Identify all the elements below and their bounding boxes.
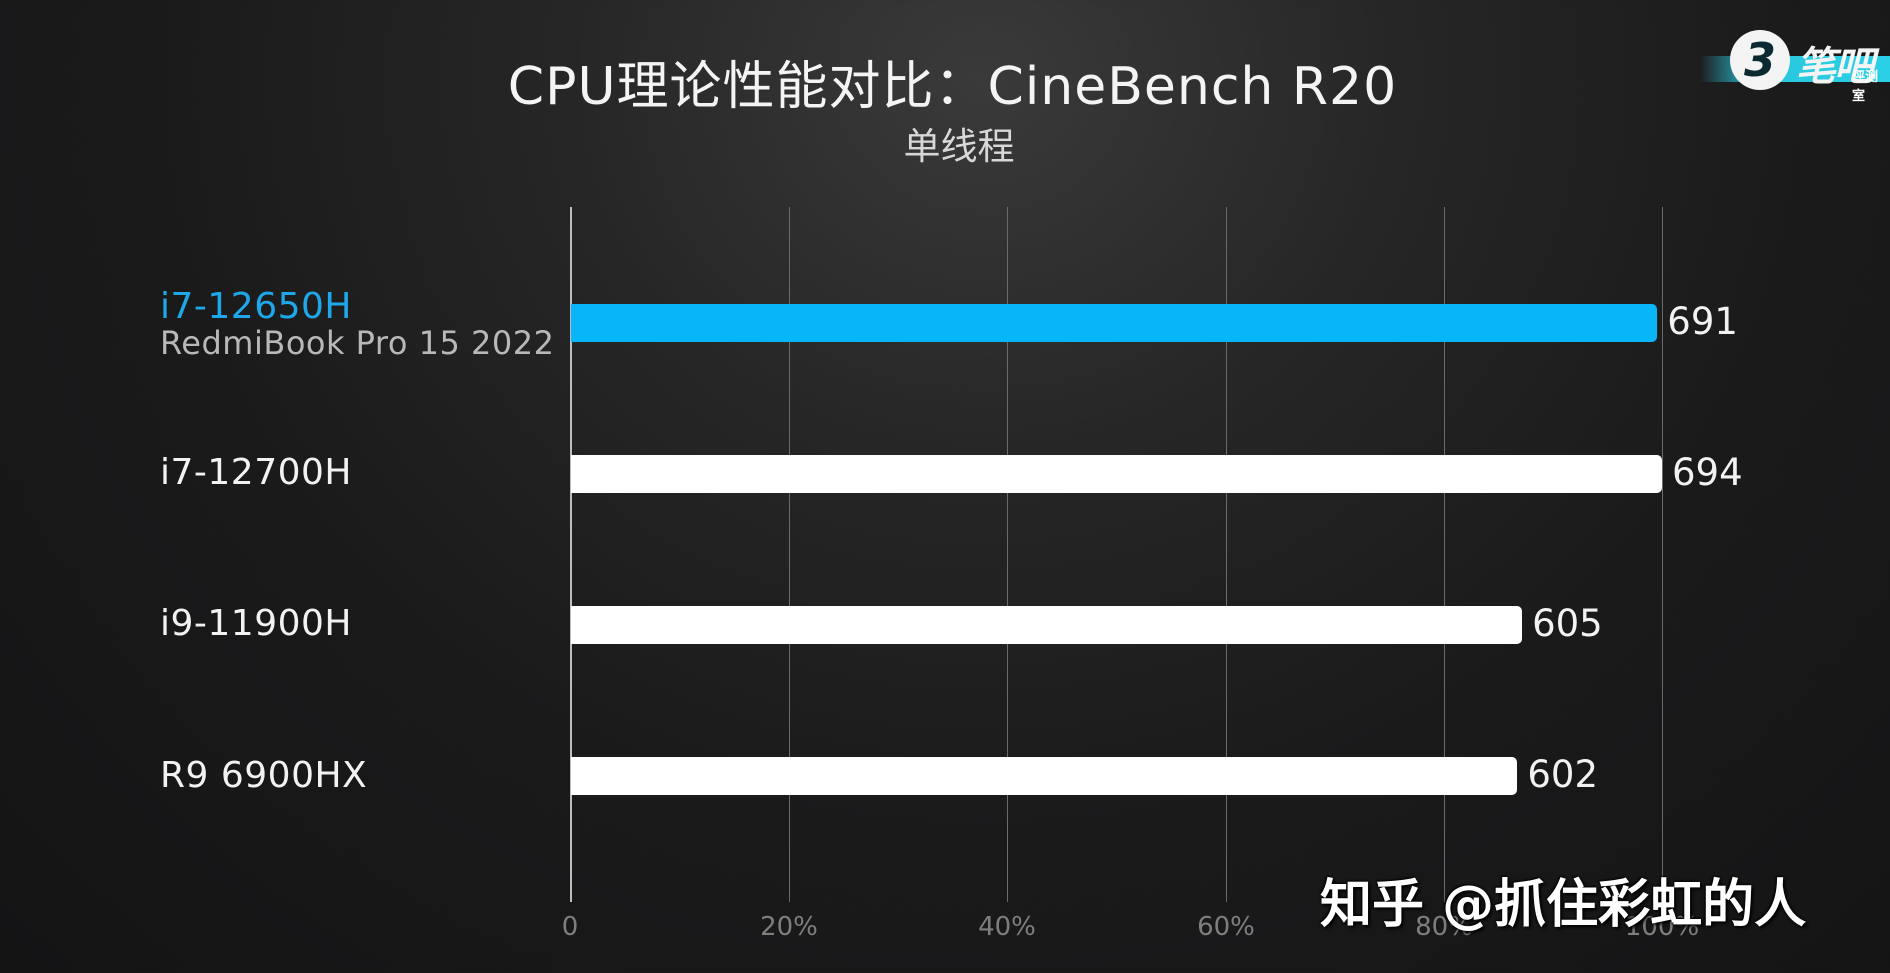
category-label: i7-12700H (160, 452, 352, 493)
bar-value-label: 605 (1532, 602, 1603, 645)
gridline-40 (1007, 207, 1008, 902)
category-label: i9-11900H (160, 603, 352, 644)
chart-title: CPU理论性能对比：CineBench R20 (507, 57, 1398, 117)
x-tick: 80% (1415, 912, 1473, 942)
x-tick: 60% (1197, 912, 1255, 942)
watermark: 知乎 @抓住彩虹的人 (1320, 875, 1807, 935)
bar-value-label: 694 (1672, 451, 1743, 494)
category-label: i7-12650H (160, 286, 352, 327)
gridline-100 (1662, 207, 1663, 902)
bar (571, 455, 1662, 493)
x-tick: 0 (561, 912, 579, 942)
category-sublabel: RedmiBook Pro 15 2022 (160, 324, 555, 362)
bar-value-label: 691 (1667, 300, 1738, 343)
bar (571, 606, 1523, 644)
bar-value-label: 602 (1527, 753, 1598, 796)
channel-logo: 3 笔吧 评测室 (1700, 30, 1890, 104)
bar-highlighted (571, 304, 1658, 342)
gridline-60 (1226, 207, 1227, 902)
gridline-80 (1444, 207, 1445, 902)
logo-number-icon: 3 (1730, 30, 1790, 90)
logo-brand-sub: 评测室 (1852, 70, 1879, 104)
x-tick: 20% (760, 912, 818, 942)
gridline-0 (570, 207, 572, 902)
x-tick: 40% (978, 912, 1036, 942)
gridline-20 (789, 207, 790, 902)
x-tick: 100% (1624, 912, 1700, 942)
category-label: R9 6900HX (160, 755, 368, 796)
logo-brand: 笔吧 (1796, 44, 1874, 90)
bar (571, 757, 1518, 795)
chart-subtitle: 单线程 (903, 125, 1015, 168)
